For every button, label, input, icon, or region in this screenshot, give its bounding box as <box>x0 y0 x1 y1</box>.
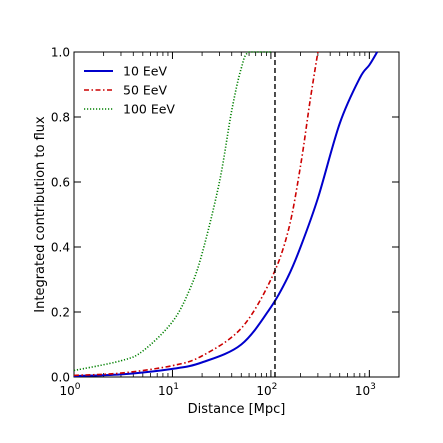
x-tick-base: 10 <box>355 384 370 398</box>
series-line-100-eev <box>74 52 271 371</box>
y-axis-label: Integrated contribution to flux <box>33 116 48 313</box>
x-tick-label: 101 <box>158 382 179 398</box>
x-tick-exponent: 0 <box>75 382 81 392</box>
y-tick-label: 0.8 <box>51 111 70 125</box>
series-layer <box>74 52 377 376</box>
x-tick-label: 102 <box>256 382 277 398</box>
legend-label-100-eev: 100 EeV <box>123 102 175 117</box>
x-tick-base: 10 <box>256 384 271 398</box>
y-tick-label: 0.6 <box>51 176 70 190</box>
x-tick-exponent: 2 <box>272 382 278 392</box>
series-line-50-eev <box>74 52 318 375</box>
x-tick-exponent: 3 <box>370 382 376 392</box>
x-tick-base: 10 <box>59 384 74 398</box>
y-tick-labels: 0.0 0.2 0.4 0.6 0.8 1.0 <box>51 46 70 385</box>
x-axis-label: Distance [Mpc] <box>188 402 286 417</box>
x-tick-base: 10 <box>158 384 173 398</box>
x-tick-exponent: 1 <box>173 382 179 392</box>
y-tick-label: 1.0 <box>51 46 70 60</box>
x-tick-labels: 100 101 102 103 <box>59 382 375 398</box>
y-tick-label: 0.0 <box>51 371 70 385</box>
legend-label-50-eev: 50 EeV <box>123 83 167 98</box>
legend-entry-100-eev: 100 EeV <box>84 102 175 117</box>
legend-entry-10-eev: 10 EeV <box>84 64 167 79</box>
series-line-10-eev <box>74 52 377 376</box>
y-tick-label: 0.2 <box>51 306 70 320</box>
y-tick-label: 0.4 <box>51 241 70 255</box>
legend-label-10-eev: 10 EeV <box>123 64 167 79</box>
legend: 10 EeV 50 EeV 100 EeV <box>84 64 175 117</box>
x-tick-label: 103 <box>355 382 376 398</box>
legend-entry-50-eev: 50 EeV <box>84 83 167 98</box>
